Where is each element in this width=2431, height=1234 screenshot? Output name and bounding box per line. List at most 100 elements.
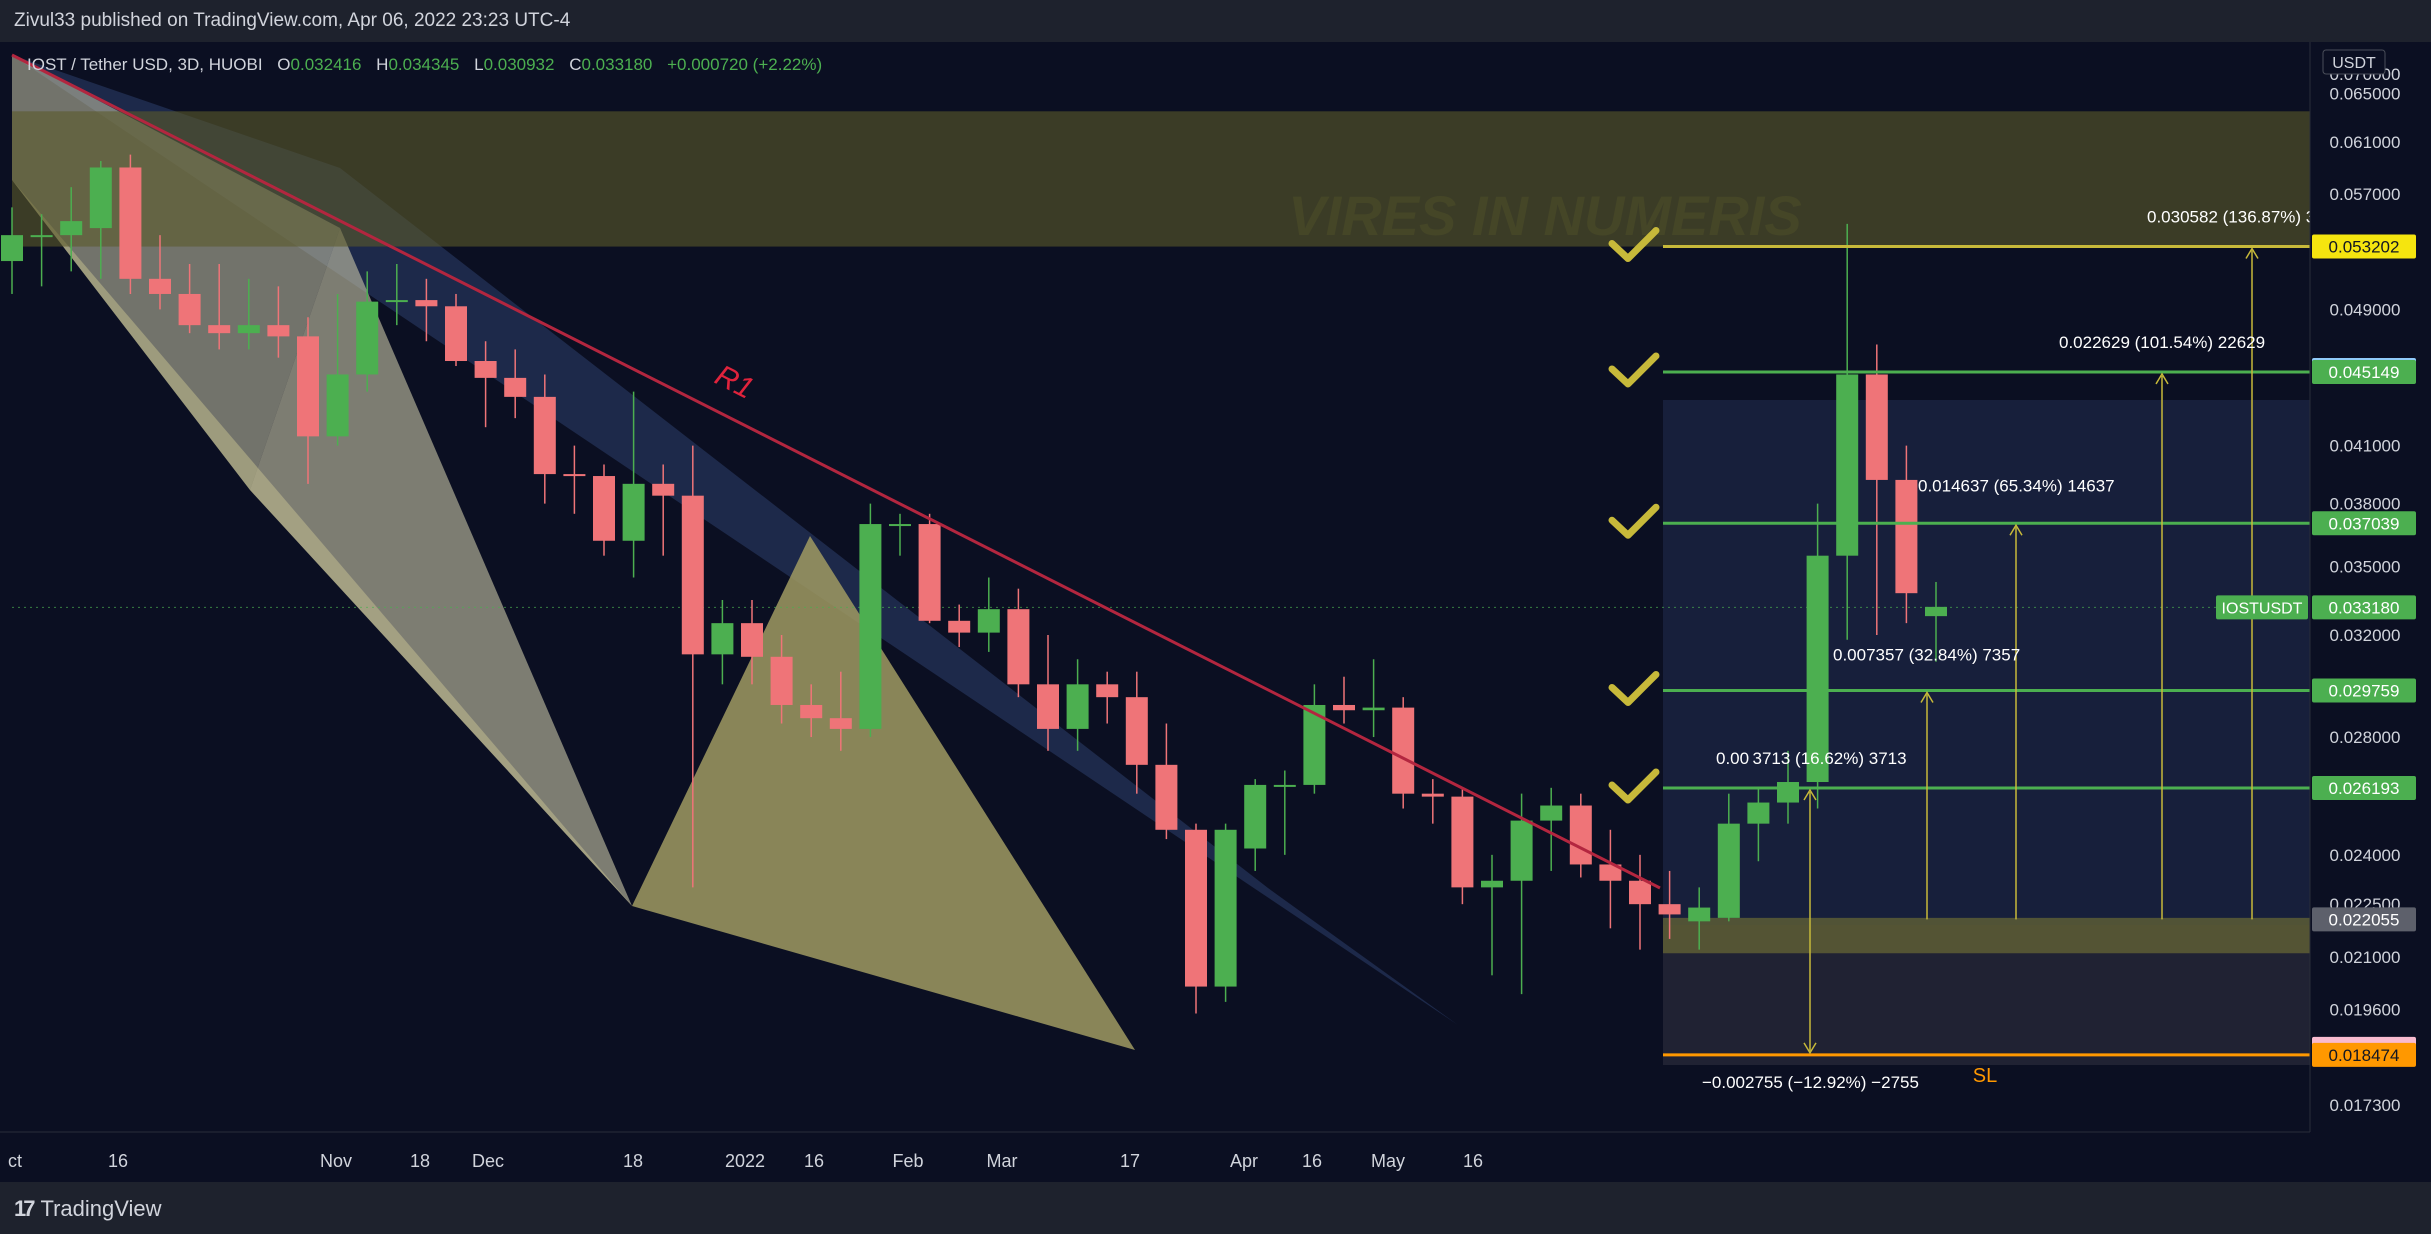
candle[interactable] (1599, 829, 1622, 929)
candle[interactable] (30, 214, 53, 287)
candle[interactable] (1895, 445, 1918, 624)
candle[interactable] (1806, 503, 1829, 809)
price-tick: 0.049000 (2330, 300, 2401, 319)
candle[interactable] (1303, 684, 1326, 794)
candle[interactable] (1125, 671, 1148, 794)
candle[interactable] (1273, 770, 1296, 855)
candle[interactable] (119, 154, 142, 294)
candle[interactable] (741, 599, 763, 685)
candle-body (1214, 829, 1237, 987)
price-badge-target[interactable]: 0.045149 (2312, 359, 2416, 384)
candle[interactable] (859, 503, 882, 738)
low-label: L (474, 55, 483, 74)
candle-body (267, 325, 290, 337)
currency-badge[interactable] (2322, 49, 2386, 75)
candle[interactable] (711, 599, 734, 685)
candle-body (326, 374, 349, 437)
candle-body (1333, 704, 1355, 711)
candle[interactable] (1717, 793, 1740, 922)
trendline-r1[interactable] (11, 53, 1661, 890)
symbol-tag-text: IOSTUSDT (2222, 600, 2303, 617)
measurement-label: −0.002755 (−12.92%) −2755 (1702, 1073, 1919, 1092)
candle[interactable] (1007, 588, 1030, 698)
price-badge-text: 0.037039 (2329, 514, 2400, 533)
candle[interactable] (1510, 793, 1533, 995)
candle[interactable] (1037, 635, 1059, 751)
candle[interactable] (1214, 823, 1237, 1002)
candle[interactable] (948, 604, 971, 648)
candle[interactable] (504, 349, 527, 419)
candle[interactable] (1333, 676, 1355, 724)
candle[interactable] (770, 635, 793, 724)
candle[interactable] (681, 445, 704, 888)
candle[interactable] (445, 293, 467, 367)
candle[interactable] (1658, 870, 1681, 939)
candle[interactable] (1865, 344, 1888, 636)
candle[interactable] (1540, 787, 1563, 871)
candle[interactable] (415, 278, 438, 342)
price-badge-last[interactable]: 0.033180 (2312, 595, 2416, 620)
price-axis[interactable]: 0.065000 0.061000 0.057000 0.049000 0.041000… (2216, 42, 2431, 1132)
candle[interactable] (1096, 671, 1119, 724)
time-axis[interactable]: ct 16 Nov 18 Dec 18 2022 16 Feb Mar 17 Apr 16 May 16 (0, 1131, 2310, 1171)
candle[interactable] (385, 263, 408, 326)
price-badge-target[interactable]: 0.026193 (2312, 776, 2416, 801)
candle[interactable] (593, 464, 615, 556)
candle[interactable] (800, 684, 823, 738)
candle[interactable] (1451, 787, 1474, 905)
candle[interactable] (208, 263, 231, 350)
harmonic-triangle-bcd (632, 536, 1135, 1050)
candle[interactable] (1747, 787, 1770, 862)
candle[interactable] (60, 187, 83, 272)
candle[interactable] (474, 341, 497, 428)
candle[interactable] (889, 513, 911, 556)
candle[interactable] (918, 513, 941, 624)
candle[interactable] (267, 286, 290, 358)
candle[interactable] (1836, 223, 1859, 640)
candle-body (1037, 684, 1059, 729)
time-tick: ct (8, 1151, 22, 1171)
candle[interactable] (1925, 581, 1947, 662)
candle[interactable] (149, 235, 171, 310)
candle[interactable] (563, 445, 586, 514)
candle[interactable] (1629, 854, 1651, 950)
candle-body (1273, 784, 1296, 787)
candle[interactable] (1392, 697, 1415, 809)
arrow-head-icon (2009, 523, 2023, 536)
candle-body (30, 235, 53, 238)
candle[interactable] (1244, 779, 1267, 871)
price-badge-sl[interactable]: 0.018474 (2312, 1042, 2416, 1067)
candle-body (237, 325, 260, 334)
price-badge-target[interactable]: 0.029759 (2312, 678, 2416, 703)
candle[interactable] (237, 278, 260, 350)
close-value: 0.033180 (581, 55, 652, 74)
price-badge-entry[interactable]: 0.022055 (2312, 907, 2416, 932)
candle[interactable] (652, 464, 675, 556)
candle[interactable] (1481, 854, 1503, 976)
candle[interactable] (1155, 723, 1178, 840)
candle[interactable] (1, 207, 23, 294)
tradingview-logo[interactable]: 17 TradingView (14, 1196, 162, 1222)
candle[interactable] (1362, 659, 1385, 738)
candle[interactable] (977, 577, 1000, 652)
candle[interactable] (533, 374, 556, 504)
candle[interactable] (1185, 823, 1207, 1014)
candle[interactable] (89, 161, 112, 279)
time-tick: Feb (892, 1151, 923, 1171)
symbol-tag[interactable]: IOSTUSDT (2216, 595, 2308, 620)
candle[interactable] (622, 391, 645, 578)
price-badge-target[interactable]: 0.037039 (2312, 511, 2416, 536)
candle[interactable] (1066, 659, 1089, 751)
candle[interactable] (1688, 887, 1711, 950)
candle-body (1185, 829, 1207, 987)
candle-body (1451, 796, 1474, 888)
candle[interactable] (297, 317, 319, 484)
candle[interactable] (1421, 779, 1444, 824)
price-badge-top[interactable]: 0.053202 (2312, 234, 2416, 259)
candle[interactable] (829, 671, 852, 751)
candle[interactable] (326, 293, 349, 446)
time-tick: 18 (623, 1151, 643, 1171)
candle[interactable] (178, 263, 201, 334)
candle[interactable] (356, 271, 379, 392)
